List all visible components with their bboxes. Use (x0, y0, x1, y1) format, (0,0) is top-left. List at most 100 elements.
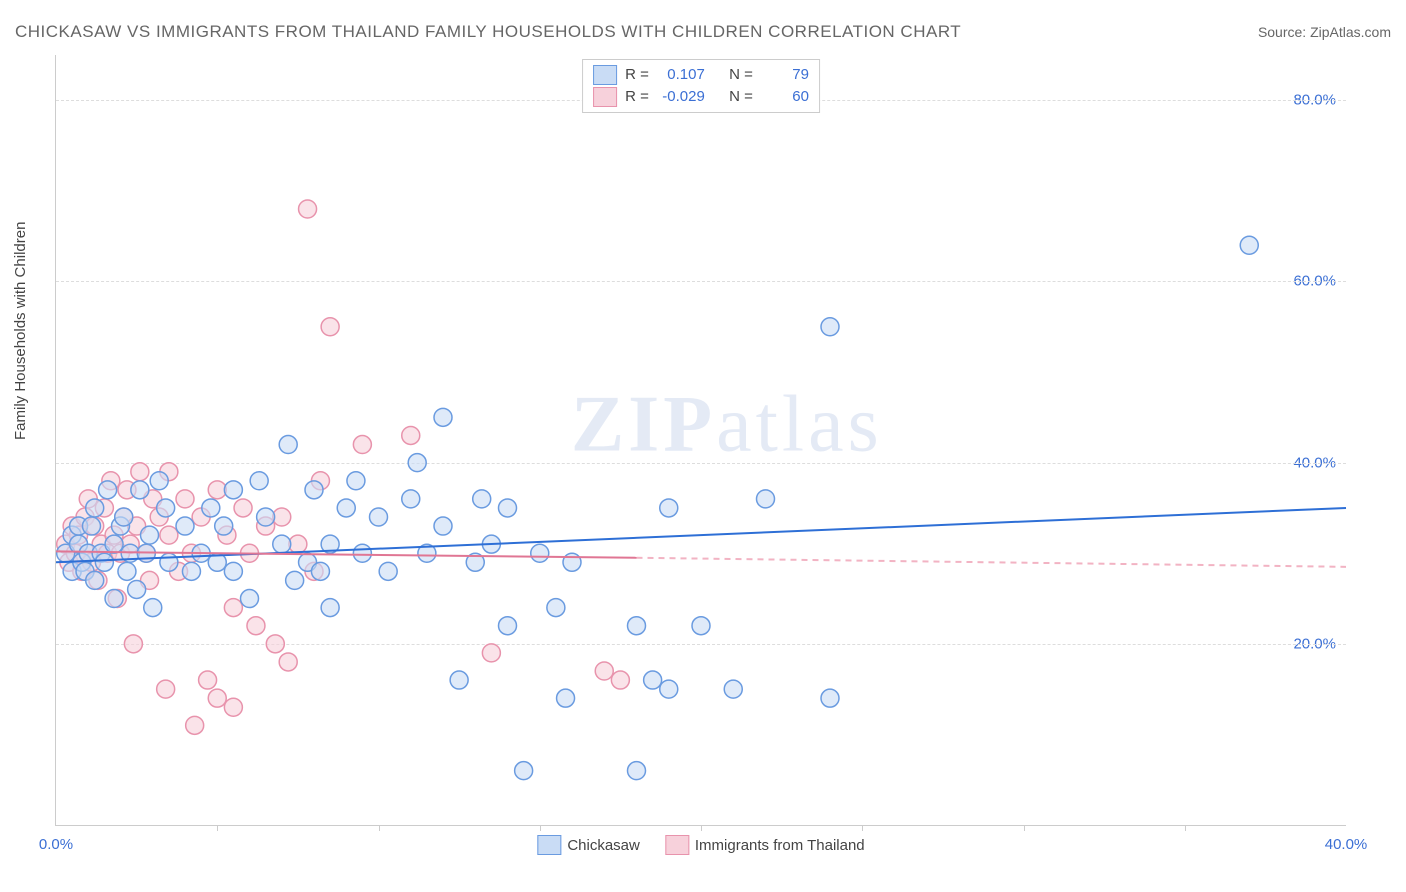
data-point (224, 481, 242, 499)
plot-area: 20.0%40.0%60.0%80.0% 0.0%40.0% ZIPatlas … (55, 55, 1346, 826)
data-point (353, 436, 371, 454)
data-point (724, 680, 742, 698)
source-label: Source: ZipAtlas.com (1258, 24, 1391, 40)
data-point (692, 617, 710, 635)
legend-item-a: Chickasaw (537, 835, 640, 855)
data-point (250, 472, 268, 490)
data-point (224, 698, 242, 716)
n-value-b: 60 (761, 86, 809, 108)
data-point (660, 680, 678, 698)
data-point (273, 535, 291, 553)
data-point (266, 635, 284, 653)
data-point (157, 499, 175, 517)
data-point (321, 599, 339, 617)
legend-row-a: R = 0.107 N = 79 (593, 64, 809, 86)
data-point (557, 689, 575, 707)
data-point (408, 454, 426, 472)
data-point (628, 762, 646, 780)
data-point (531, 544, 549, 562)
data-point (160, 526, 178, 544)
r-label: R = (625, 86, 649, 108)
data-point (234, 499, 252, 517)
swatch-thailand (593, 87, 617, 107)
data-point (208, 481, 226, 499)
trend-line (637, 558, 1347, 567)
correlation-legend: R = 0.107 N = 79 R = -0.029 N = 60 (582, 59, 820, 113)
data-point (82, 517, 100, 535)
data-point (176, 490, 194, 508)
data-point (157, 680, 175, 698)
data-point (821, 689, 839, 707)
x-tick-label: 40.0% (1325, 836, 1368, 853)
data-point (515, 762, 533, 780)
y-axis-label: Family Households with Children (12, 222, 29, 440)
data-point (124, 635, 142, 653)
data-point (482, 644, 500, 662)
data-point (379, 562, 397, 580)
data-point (279, 436, 297, 454)
data-point (150, 472, 168, 490)
r-value-a: 0.107 (657, 64, 705, 86)
data-point (144, 599, 162, 617)
data-point (160, 553, 178, 571)
legend-label-a: Chickasaw (567, 837, 640, 854)
data-point (499, 499, 517, 517)
data-point (434, 517, 452, 535)
x-minor-tick (1024, 825, 1025, 831)
data-point (224, 562, 242, 580)
data-point (186, 716, 204, 734)
data-point (757, 490, 775, 508)
data-point (660, 499, 678, 517)
n-label: N = (729, 64, 753, 86)
data-point (289, 535, 307, 553)
data-point (337, 499, 355, 517)
data-point (215, 517, 233, 535)
data-point (279, 653, 297, 671)
data-point (628, 617, 646, 635)
x-tick-label: 0.0% (39, 836, 73, 853)
data-point (257, 508, 275, 526)
n-value-a: 79 (761, 64, 809, 86)
data-point (86, 571, 104, 589)
data-point (370, 508, 388, 526)
data-point (224, 599, 242, 617)
data-point (402, 490, 420, 508)
x-minor-tick (701, 825, 702, 831)
r-value-b: -0.029 (657, 86, 705, 108)
n-label: N = (729, 86, 753, 108)
data-point (241, 590, 259, 608)
data-point (499, 617, 517, 635)
data-point (105, 535, 123, 553)
data-point (118, 562, 136, 580)
series-legend: Chickasaw Immigrants from Thailand (537, 835, 864, 855)
data-point (644, 671, 662, 689)
data-point (321, 318, 339, 336)
data-point (141, 526, 159, 544)
swatch-thailand (665, 835, 689, 855)
data-point (611, 671, 629, 689)
data-point (176, 517, 194, 535)
chart-title: CHICKASAW VS IMMIGRANTS FROM THAILAND FA… (15, 22, 961, 42)
r-label: R = (625, 64, 649, 86)
data-point (86, 499, 104, 517)
data-point (473, 490, 491, 508)
data-point (208, 689, 226, 707)
swatch-chickasaw (537, 835, 561, 855)
legend-item-b: Immigrants from Thailand (665, 835, 865, 855)
data-point (450, 671, 468, 689)
data-point (547, 599, 565, 617)
data-point (182, 562, 200, 580)
data-point (99, 481, 117, 499)
data-point (128, 580, 146, 598)
legend-row-b: R = -0.029 N = 60 (593, 86, 809, 108)
scatter-svg (56, 55, 1346, 825)
data-point (199, 671, 217, 689)
data-point (353, 544, 371, 562)
swatch-chickasaw (593, 65, 617, 85)
data-point (347, 472, 365, 490)
data-point (299, 200, 317, 218)
data-point (95, 553, 113, 571)
data-point (131, 481, 149, 499)
data-point (311, 562, 329, 580)
x-minor-tick (379, 825, 380, 831)
